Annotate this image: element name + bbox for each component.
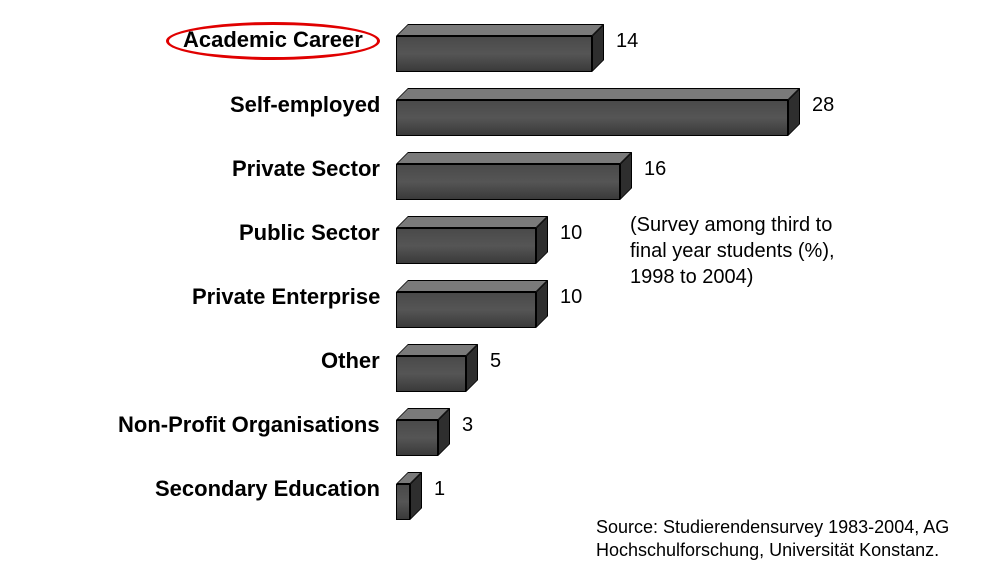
bar-label: Public Sector <box>239 220 380 246</box>
bar-label: Secondary Education <box>155 476 380 502</box>
bar-value: 5 <box>490 350 501 373</box>
bar-value: 1 <box>434 478 445 501</box>
bar-value: 14 <box>616 30 638 53</box>
source-citation: Source: Studierendensurvey 1983-2004, AG… <box>596 516 949 563</box>
note-line-1: (Survey among third to <box>630 214 832 236</box>
bar-value: 10 <box>560 286 582 309</box>
bar-label: Private Enterprise <box>192 284 380 310</box>
bar-label: Private Sector <box>232 156 380 182</box>
bar-label: Self-employed <box>230 92 380 118</box>
survey-note: (Survey among third to final year studen… <box>630 212 835 290</box>
note-line-3: 1998 to 2004) <box>630 266 753 288</box>
bar-value: 10 <box>560 222 582 245</box>
bar-value: 3 <box>462 414 473 437</box>
note-line-2: final year students (%), <box>630 240 835 262</box>
bar-value: 16 <box>644 158 666 181</box>
bar-label: Non-Profit Organisations <box>118 412 380 438</box>
source-line-1: Source: Studierendensurvey 1983-2004, AG <box>596 517 949 537</box>
source-line-2: Hochschulforschung, Universität Konstanz… <box>596 540 939 560</box>
bar-value: 28 <box>812 94 834 117</box>
bar-label: Academic Career <box>166 22 380 60</box>
bar-label: Other <box>321 348 380 374</box>
